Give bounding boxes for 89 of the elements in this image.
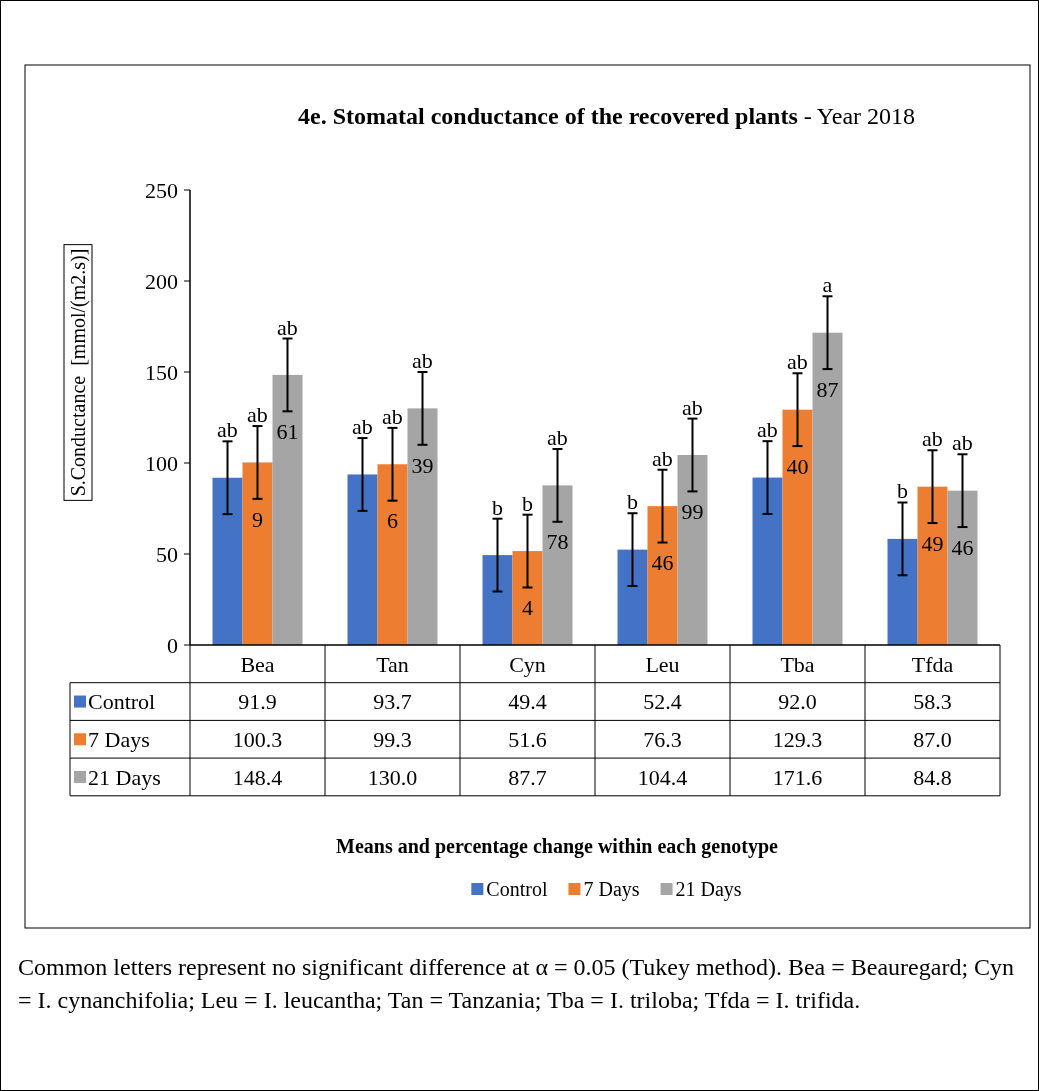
bar [482,555,513,645]
text: 21 Days [675,878,742,900]
x-tick-label: Tba [780,651,815,677]
annotation: ab [247,402,268,428]
y-tick-label: 0 [167,632,178,658]
data-label: 52.4 [643,689,682,715]
y-tick-label: 250 [145,177,178,203]
annotation: ab [952,430,973,456]
x-tick-label: Cyn [509,651,546,677]
x-tick-label: Leu [645,651,680,677]
y-axis-title: S.Conductance [mmol/(m2.s)] [67,248,90,497]
chart-title: 4e. Stomatal conductance of the recovered plants [298,103,798,129]
text: Control [486,878,548,900]
data-label: 76.3 [643,726,682,752]
bar [647,506,678,645]
data-label: 58.3 [913,689,952,715]
annotation: 6 [387,508,398,534]
text: Common letters represent no significant difference at α = 0.05 (Tukey method). Bea = Beauregard; Cyn = I. cynanchifolia; Leu = I. leucantha; Tan = Tanzania; Tba = I. triloba; Tfda = I. trifida. [18,954,1015,1013]
annotation: 61 [276,419,299,445]
bar [677,454,708,645]
text: Means and percentage change within each genotype [336,835,779,858]
annotation: ab [217,417,238,443]
annotation: 46 [951,534,974,560]
annotation: 78 [546,529,569,555]
annotation: b [492,494,503,520]
bar [752,477,783,645]
annotation: ab [757,417,778,443]
annotation: b [522,490,533,516]
bar [347,474,378,645]
x-tick-label: Tan [376,651,409,677]
annotation: b [627,489,638,515]
y-tick-label: 100 [145,450,178,476]
y-tick-label: 150 [145,359,178,385]
annotation: ab [787,349,808,375]
data-label: 92.0 [778,689,817,715]
annotation: ab [547,424,568,450]
bar [617,549,648,645]
bar [512,551,543,645]
data-label: 87.0 [913,726,952,752]
bar [377,464,408,645]
annotation: a [822,272,833,298]
annotation: 39 [411,452,434,478]
data-label: 104.4 [637,764,688,790]
legend-label: Control [88,689,156,715]
annotation: ab [682,394,703,420]
data-label: 99.3 [373,726,412,752]
bar [947,490,978,645]
annotation: ab [382,403,403,429]
annotation: 40 [786,453,809,479]
bar [887,538,918,645]
chart-subtitle: - Year 2018 [797,103,916,129]
legend-label: 21 Days [88,764,161,790]
data-label: 148.4 [232,764,283,790]
bar [782,409,813,645]
bar [272,374,303,645]
data-label: 129.3 [772,726,823,752]
bar [242,462,273,645]
annotation: ab [652,445,673,471]
bar [542,485,573,645]
annotation: b [897,478,908,504]
data-label: 171.6 [772,764,823,790]
x-tick-label: Bea [240,651,275,677]
annotation: ab [412,348,433,373]
annotation: ab [277,314,298,340]
text: 7 Days [583,878,640,900]
x-tick-label: Tfda [911,651,954,677]
y-tick-label: 200 [145,268,178,294]
annotation: 46 [651,550,674,576]
data-label: 84.8 [913,764,952,790]
bar [812,332,843,645]
bar [407,408,438,645]
legend-label: 7 Days [88,726,150,752]
annotation: ab [352,414,373,440]
data-label: 51.6 [508,726,547,752]
annotation: 49 [921,530,944,556]
bar [212,477,243,645]
annotation: 99 [681,499,704,525]
data-label: 91.9 [238,689,277,715]
annotation: ab [922,426,943,452]
annotation: 87 [816,376,839,402]
data-label: 87.7 [508,764,547,790]
annotation: 4 [522,595,533,621]
y-tick-label: 50 [156,541,178,567]
annotation: 9 [252,506,263,532]
data-label: 49.4 [508,689,547,715]
bar [917,486,948,645]
data-label: 100.3 [232,726,283,752]
data-label: 93.7 [373,689,412,715]
data-label: 130.0 [367,764,418,790]
